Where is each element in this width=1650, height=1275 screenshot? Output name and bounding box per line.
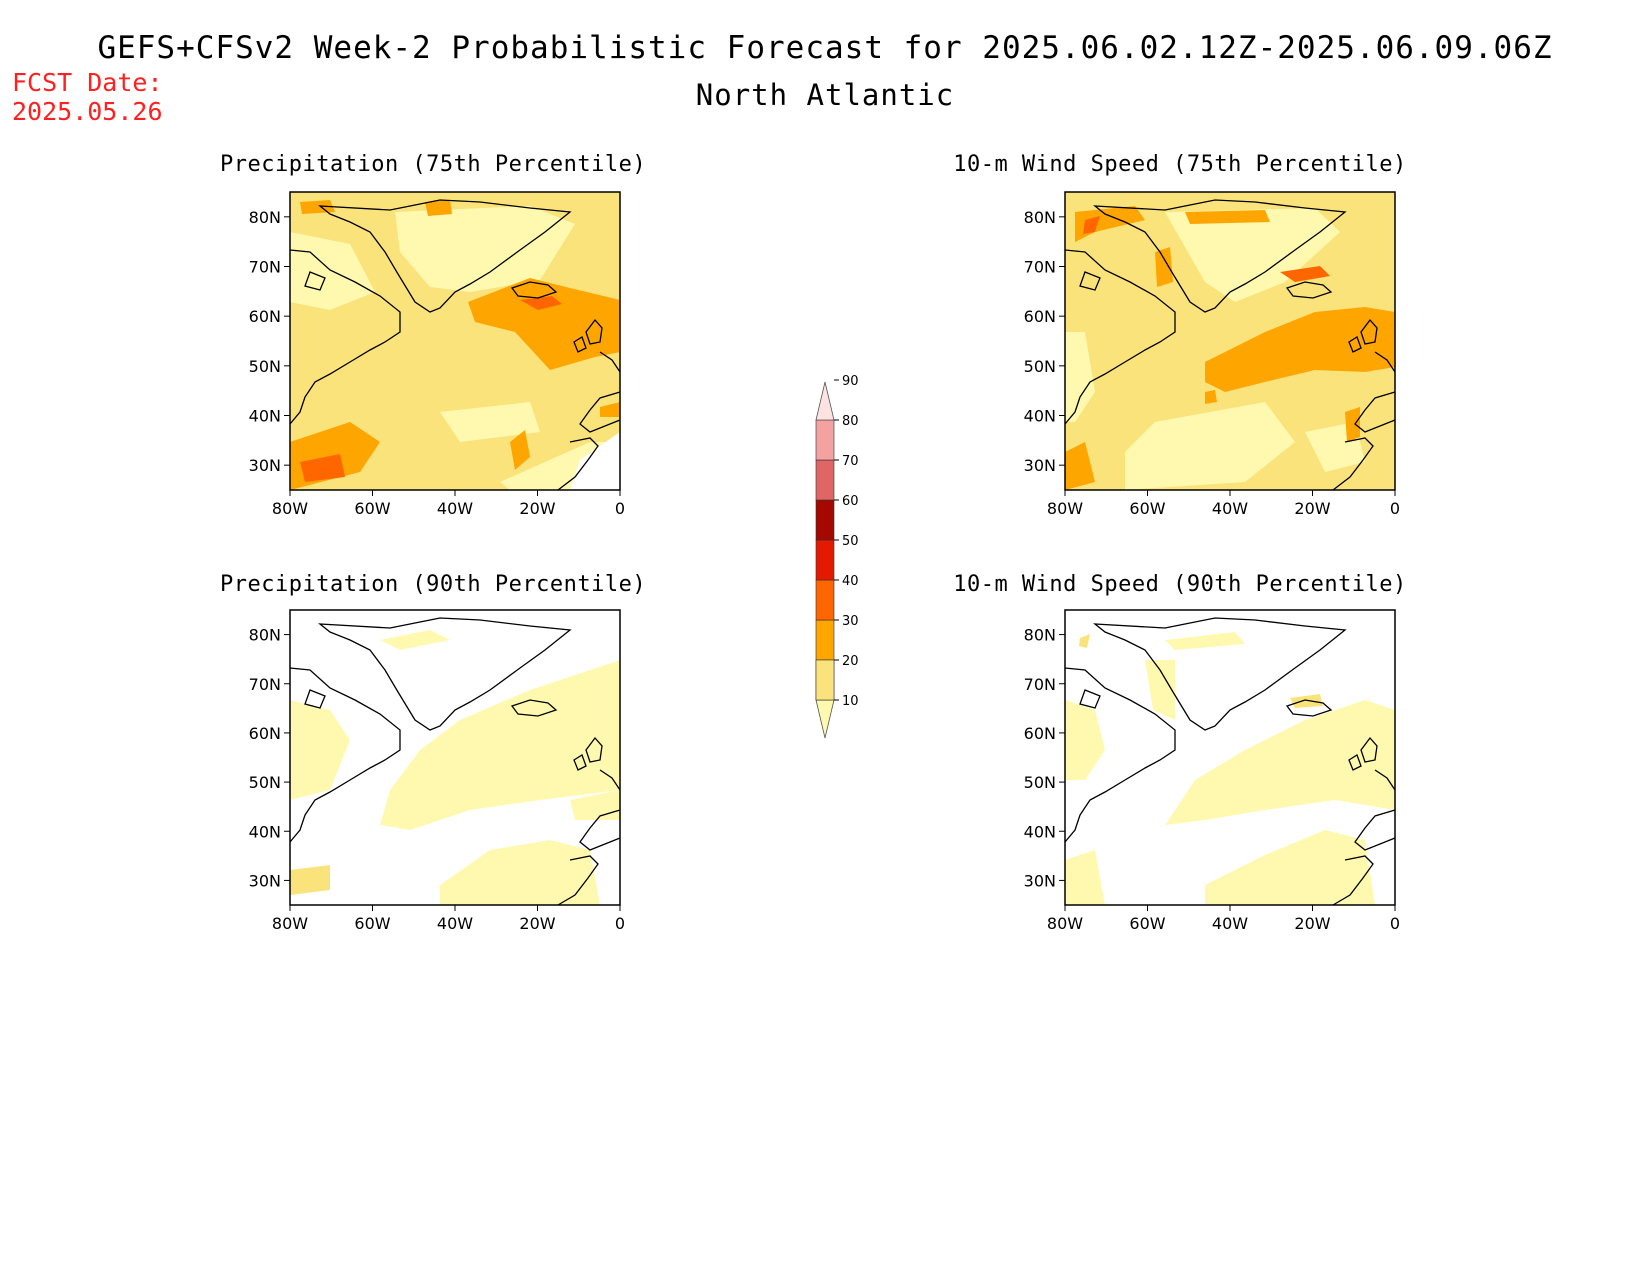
lat-tick-label: 40N <box>249 822 281 841</box>
colorbar-label: 40 <box>842 574 859 589</box>
lon-tick-label: 80W <box>1047 914 1083 933</box>
lat-tick-label: 60N <box>249 307 281 326</box>
coastline-layer <box>1064 199 1396 491</box>
colorbar-segment <box>815 459 835 501</box>
lon-tick-label: 0 <box>1390 499 1400 518</box>
lat-tick-label: 50N <box>249 773 281 792</box>
lon-tick-label: 40W <box>1212 914 1248 933</box>
panel-title-wind-75: 10-m Wind Speed (75th Percentile) <box>953 152 1407 177</box>
colorbar: 10 20 30 40 50 60 70 80 90 <box>815 374 859 739</box>
lon-tick-label: 60W <box>1129 499 1165 518</box>
lon-tick-label: 40W <box>437 914 473 933</box>
colorbar-top-cap <box>815 381 835 421</box>
region-subtitle: North Atlantic <box>695 78 955 112</box>
lon-tick-label: 80W <box>272 499 308 518</box>
map-precip-75: 80N 70N 60N 50N 40N 30N 80W 60W 40W 20W 0 <box>249 191 625 518</box>
colorbar-label: 20 <box>842 654 859 669</box>
panel-title-wind-90: 10-m Wind Speed (90th Percentile) <box>953 572 1407 597</box>
forecast-date-label: FCST Date: <box>12 68 163 97</box>
lon-tick-label: 40W <box>437 499 473 518</box>
lat-tick-label: 80N <box>1024 626 1056 645</box>
lat-tick-label: 40N <box>1024 407 1056 426</box>
colorbar-label: 60 <box>842 494 859 509</box>
lat-tick-label: 50N <box>1024 357 1056 376</box>
lon-tick-label: 0 <box>1390 914 1400 933</box>
lon-tick-label: 20W <box>1294 914 1330 933</box>
lat-tick-label: 50N <box>1024 773 1056 792</box>
lon-tick-label: 20W <box>1294 499 1330 518</box>
colorbar-label: 80 <box>842 414 859 429</box>
lat-tick-label: 30N <box>249 871 281 890</box>
colorbar-segment <box>815 659 835 701</box>
lon-tick-label: 20W <box>519 499 555 518</box>
lat-tick-label: 80N <box>1024 208 1056 227</box>
map-wind-90: 80N 70N 60N 50N 40N 30N 80W 60W 40W 20W 0 <box>1024 609 1400 933</box>
colorbar-segment <box>815 619 835 661</box>
colorbar-bottom-cap <box>815 699 835 739</box>
colorbar-label: 30 <box>842 614 859 629</box>
colorbar-label: 90 <box>842 374 859 389</box>
shading-layer <box>1065 206 1395 490</box>
forecast-date-value: 2025.05.26 <box>12 97 163 126</box>
lon-tick-label: 0 <box>615 914 625 933</box>
lon-tick-label: 80W <box>1047 499 1083 518</box>
shading-layer <box>290 630 620 905</box>
colorbar-label: 10 <box>842 694 859 709</box>
lon-tick-label: 0 <box>615 499 625 518</box>
colorbar-segment <box>815 579 835 621</box>
shading-layer <box>290 200 620 490</box>
lat-tick-label: 60N <box>1024 307 1056 326</box>
lon-tick-label: 80W <box>272 914 308 933</box>
colorbar-label: 50 <box>842 534 859 549</box>
main-title: GEFS+CFSv2 Week-2 Probabilistic Forecast… <box>97 30 1553 66</box>
colorbar-segment <box>815 499 835 541</box>
lat-tick-label: 70N <box>249 258 281 277</box>
lon-tick-label: 60W <box>354 499 390 518</box>
lon-tick-label: 60W <box>1129 914 1165 933</box>
lon-tick-label: 40W <box>1212 499 1248 518</box>
panel-title-precip-90: Precipitation (90th Percentile) <box>220 572 647 597</box>
lat-tick-label: 40N <box>1024 822 1056 841</box>
lat-tick-label: 70N <box>249 675 281 694</box>
lat-tick-label: 70N <box>1024 258 1056 277</box>
forecast-date: FCST Date: 2025.05.26 <box>12 68 163 126</box>
lat-tick-label: 80N <box>249 208 281 227</box>
map-wind-75: 80N 70N 60N 50N 40N 30N 80W 60W 40W 20W 0 <box>1024 191 1400 518</box>
colorbar-segment <box>815 419 835 461</box>
coastline-layer <box>1064 617 1396 906</box>
coastline-layer <box>289 199 621 491</box>
lat-tick-label: 50N <box>249 357 281 376</box>
lat-tick-label: 40N <box>249 407 281 426</box>
coastline-layer <box>289 617 621 906</box>
shading-layer <box>1065 632 1395 905</box>
lat-tick-label: 30N <box>1024 456 1056 475</box>
colorbar-segment <box>815 539 835 581</box>
lat-tick-label: 30N <box>249 456 281 475</box>
map-precip-90: 80N 70N 60N 50N 40N 30N 80W 60W 40W 20W 0 <box>249 609 625 933</box>
lat-tick-label: 70N <box>1024 675 1056 694</box>
lon-tick-label: 20W <box>519 914 555 933</box>
lon-tick-label: 60W <box>354 914 390 933</box>
panel-title-precip-75: Precipitation (75th Percentile) <box>220 152 647 177</box>
lat-tick-label: 60N <box>249 724 281 743</box>
lat-tick-label: 30N <box>1024 871 1056 890</box>
lat-tick-label: 80N <box>249 626 281 645</box>
colorbar-label: 70 <box>842 454 859 469</box>
lat-tick-label: 60N <box>1024 724 1056 743</box>
